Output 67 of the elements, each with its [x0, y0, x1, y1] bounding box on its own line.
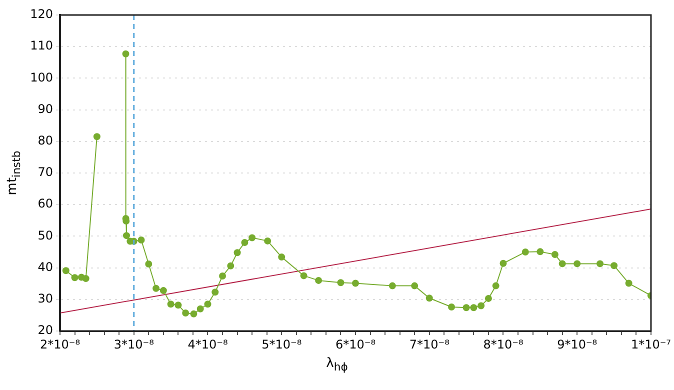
point — [478, 302, 485, 310]
point — [160, 287, 167, 294]
point — [610, 262, 618, 270]
point — [204, 300, 212, 308]
x-tick-label: 7*10⁻⁸ — [409, 337, 450, 352]
y-tick-label: 30 — [38, 292, 53, 306]
point — [500, 260, 507, 267]
point — [145, 260, 152, 268]
point — [596, 260, 604, 268]
x-tick-label: 6*10⁻⁸ — [335, 337, 376, 352]
point — [264, 237, 272, 244]
point — [388, 282, 396, 290]
point — [71, 274, 78, 282]
point — [278, 254, 286, 261]
point — [62, 267, 70, 274]
point — [448, 303, 456, 310]
point — [212, 288, 219, 296]
point — [337, 279, 344, 286]
point — [536, 248, 544, 256]
y-tick-label: 60 — [38, 196, 53, 211]
point — [190, 310, 198, 318]
point — [241, 239, 248, 246]
x-tick-label: 1*10⁻⁷ — [630, 337, 672, 352]
y-tick-label: 120 — [30, 7, 53, 22]
point — [122, 232, 130, 240]
point — [315, 276, 322, 284]
x-tick-label: 2*10⁻⁸ — [40, 337, 80, 352]
point — [470, 304, 478, 312]
x-tick-label: 5*10⁻⁸ — [262, 337, 302, 352]
point — [352, 280, 359, 287]
x-tick-label: 4*10⁻⁸ — [188, 337, 228, 352]
point — [625, 280, 632, 287]
y-tick-label: 100 — [30, 70, 53, 84]
point — [182, 309, 190, 316]
x-tick-label: 8*10⁻⁸ — [483, 337, 524, 352]
point — [219, 272, 226, 280]
y-tick-label: 20 — [38, 323, 53, 338]
point — [138, 236, 145, 244]
y-tick-label: 110 — [30, 38, 53, 53]
point — [300, 272, 308, 280]
point — [426, 294, 433, 302]
point — [234, 249, 241, 256]
point — [411, 282, 418, 290]
y-tick-label: 50 — [38, 228, 53, 242]
x-tick-label: 9*10⁻⁸ — [557, 337, 598, 352]
y-tick-label: 40 — [38, 260, 53, 274]
point — [196, 305, 204, 312]
point — [522, 248, 529, 256]
point — [574, 260, 581, 268]
point — [227, 262, 234, 270]
point — [248, 234, 256, 242]
point — [82, 275, 90, 282]
point — [551, 251, 558, 258]
point — [152, 284, 160, 292]
point — [462, 304, 470, 312]
point — [93, 133, 100, 140]
x-tick-label: 3*10⁻⁸ — [114, 337, 154, 352]
point — [484, 294, 492, 302]
y-tick-label: 80 — [38, 134, 53, 148]
point — [167, 300, 174, 308]
point — [558, 260, 566, 268]
y-tick-label: 70 — [38, 165, 53, 180]
point — [174, 302, 182, 309]
point — [122, 50, 130, 58]
x-axis-title: λ$_{hϕ}$ — [325, 356, 349, 374]
y-tick-label: 90 — [38, 102, 53, 116]
point — [492, 282, 500, 290]
